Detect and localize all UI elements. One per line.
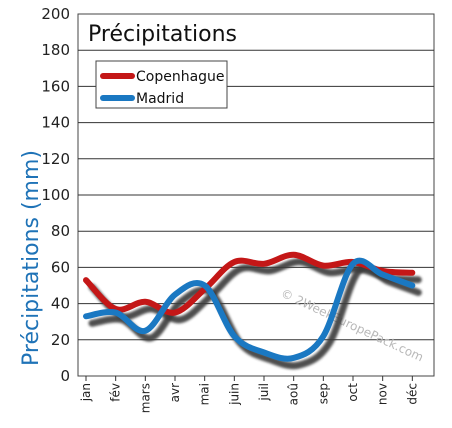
x-tick-label: sep [316,383,330,404]
data-point-madrid [409,283,415,289]
legend-label-copenhague: Copenhague [136,69,225,85]
data-point-madrid [142,328,148,334]
x-tick-label: fév [109,383,123,402]
series-line-madrid [83,257,416,362]
x-tick-label: juin [227,383,241,406]
y-tick-label: 60 [51,258,70,276]
data-point-copenhague [83,277,89,283]
legend: Copenhague Madrid [95,60,228,109]
data-point-madrid [83,313,89,319]
data-point-madrid [231,333,237,339]
y-tick-label: 20 [51,331,70,349]
series-lines [83,251,416,362]
x-tick-label: avr [168,383,182,402]
data-point-copenhague [291,252,297,258]
chart-title: Précipitations [88,22,237,47]
data-point-copenhague [231,259,237,265]
y-axis-label: Précipitations (mm) [19,150,44,366]
data-point-madrid [320,333,326,339]
x-tick-label: nov [376,383,390,405]
data-point-copenhague [320,263,326,269]
y-tick-label: 200 [41,5,70,23]
x-tick-label: aoû [287,383,301,405]
data-point-madrid [202,283,208,289]
x-axis-ticks: jan fév mars avr mai juin juil aoû sep oct nov déc [79,376,419,413]
data-point-madrid [380,272,386,278]
data-point-copenhague [261,261,267,267]
y-axis-ticks: 0 20 40 60 80 100 120 140 160 180 200 [41,5,70,385]
x-tick-label: jan [79,383,93,402]
y-tick-label: 80 [51,222,70,240]
data-point-madrid [350,261,356,267]
y-tick-label: 40 [51,295,70,313]
y-tick-label: 180 [41,41,70,59]
y-tick-label: 160 [41,77,70,95]
x-tick-label: mai [198,383,212,405]
x-tick-label: mars [138,383,152,413]
data-point-madrid [261,349,267,355]
y-tick-label: 120 [41,150,70,168]
legend-label-madrid: Madrid [136,91,184,107]
series-shadow-madrid [88,264,422,370]
data-point-madrid [172,292,178,298]
y-tick-label: 140 [41,114,70,132]
data-point-copenhague [172,310,178,316]
data-point-madrid [113,310,119,316]
x-tick-label: déc [405,383,419,405]
x-tick-label: oct [346,383,360,402]
x-tick-label: juil [257,383,271,402]
series-shadows [88,258,422,370]
y-tick-label: 0 [60,367,70,385]
data-point-copenhague [142,299,148,305]
data-point-madrid [291,355,297,361]
data-point-copenhague [409,270,415,276]
y-tick-label: 100 [41,186,70,204]
